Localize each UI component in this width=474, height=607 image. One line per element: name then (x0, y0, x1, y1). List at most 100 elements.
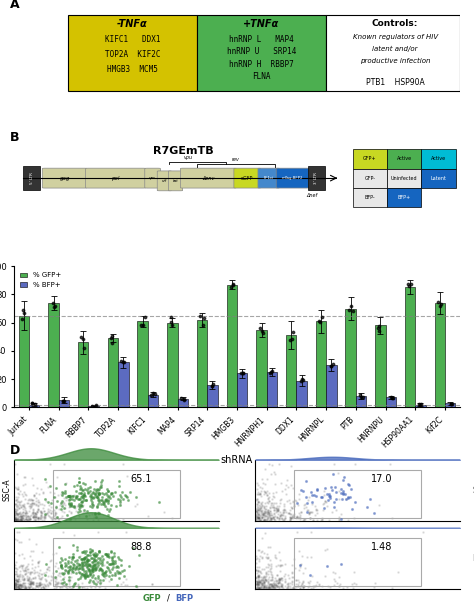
Point (320, 503, 328, 513)
Point (11, 580, 19, 589)
Point (303, 507, 310, 517)
Point (21, 581, 28, 591)
Point (12, 506, 20, 516)
Text: latent and/or: latent and/or (373, 46, 418, 52)
Point (260, 515, 268, 525)
Point (255, 510, 262, 520)
Point (26, 511, 34, 521)
Point (290, 583, 298, 592)
Point (119, 578, 127, 588)
Point (52, 503, 60, 512)
Point (102, 571, 109, 580)
Point (95, 495, 102, 504)
Point (39, 503, 47, 512)
Point (114, 552, 122, 561)
Point (289, 510, 296, 520)
Point (53, 572, 60, 582)
Point (255, 583, 263, 593)
Point (12, 577, 20, 586)
Point (26, 577, 34, 586)
Point (28, 498, 36, 508)
Point (268, 571, 276, 580)
Point (26, 569, 34, 578)
Point (257, 575, 264, 585)
Point (67, 499, 75, 509)
Point (117, 555, 125, 565)
Point (263, 553, 271, 563)
Point (265, 488, 273, 498)
Point (262, 511, 269, 521)
Point (29, 580, 37, 589)
Point (262, 569, 270, 579)
Point (266, 582, 273, 592)
Point (256, 489, 264, 499)
Point (76, 560, 83, 570)
Point (12, 579, 20, 589)
Point (266, 507, 274, 517)
Point (121, 490, 129, 500)
Point (259, 575, 267, 585)
Point (40, 500, 47, 510)
Point (253, 562, 261, 572)
Point (266, 368, 273, 378)
Point (22, 512, 30, 522)
Point (86, 547, 93, 557)
Point (26, 513, 33, 523)
Point (270, 578, 278, 588)
Point (320, 486, 328, 496)
Point (54, 490, 62, 500)
Point (18, 514, 26, 524)
Point (256, 488, 264, 498)
Point (290, 509, 297, 518)
Point (29, 495, 37, 505)
Point (99, 499, 107, 509)
Point (252, 572, 259, 582)
Point (108, 555, 115, 565)
Point (11, 582, 19, 591)
Point (83, 561, 91, 571)
Point (339, 489, 346, 498)
Point (45, 582, 52, 591)
Point (65, 575, 73, 585)
Point (100, 560, 108, 569)
Point (86, 575, 94, 585)
Point (266, 510, 273, 520)
Point (18, 563, 26, 572)
Point (105, 552, 112, 561)
Point (16, 507, 23, 517)
Point (264, 507, 272, 517)
Point (66, 561, 73, 571)
Point (37, 511, 45, 521)
Point (19, 510, 27, 520)
Point (15, 509, 22, 518)
Point (87, 491, 94, 501)
Point (257, 547, 264, 557)
Point (81, 573, 89, 583)
Point (110, 570, 118, 580)
Point (108, 570, 116, 580)
Point (31, 574, 38, 583)
Point (404, 279, 412, 288)
Point (59, 578, 66, 588)
Point (286, 578, 294, 588)
Point (119, 459, 127, 469)
Point (271, 580, 278, 589)
Point (268, 574, 276, 584)
Point (254, 513, 261, 523)
Point (279, 515, 287, 524)
Point (350, 583, 357, 593)
Point (86, 491, 94, 501)
Point (79, 492, 87, 502)
Bar (294, 538, 421, 586)
Point (293, 527, 301, 537)
Point (83, 506, 91, 515)
Point (17, 509, 25, 519)
Point (90, 549, 97, 559)
Point (11, 514, 19, 524)
Point (26, 551, 34, 561)
Point (306, 507, 313, 517)
Point (258, 501, 265, 511)
Point (328, 507, 336, 517)
Point (11, 580, 19, 589)
Point (24, 575, 32, 585)
